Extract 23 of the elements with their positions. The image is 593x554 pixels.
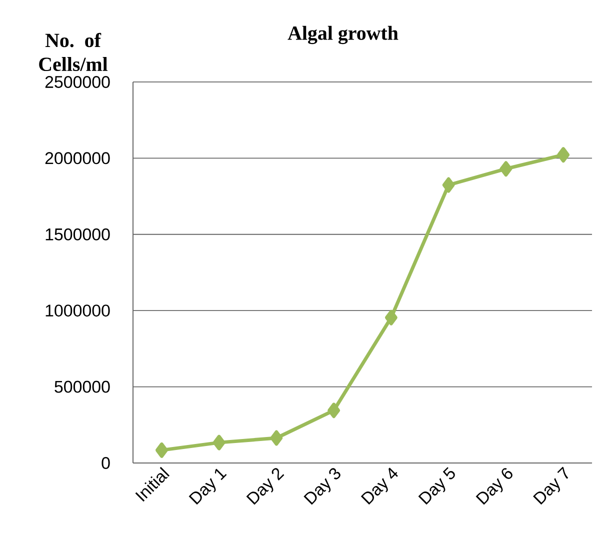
x-tick-label: Day 3 [304, 468, 340, 505]
y-tick-label: 0 [102, 456, 110, 469]
y-tick-label: 500000 [54, 380, 110, 393]
y-tick-label: 1000000 [46, 304, 110, 317]
point [155, 442, 168, 458]
x-tick-label: Day 2 [246, 468, 284, 505]
x-tick-label: Day 4 [360, 468, 398, 505]
y-axis-title: No. of Cells/ml [39, 32, 108, 72]
x-tick-label: Day 7 [533, 466, 568, 505]
y-tick-label: 2500000 [45, 76, 110, 88]
point [270, 430, 283, 446]
chart-title: Algal growth [288, 26, 398, 44]
point [212, 434, 226, 450]
point [442, 177, 455, 193]
point [500, 161, 512, 177]
y-tick-label: 1500000 [46, 228, 110, 240]
x-tick-label: Day 1 [188, 468, 227, 505]
point [557, 147, 570, 163]
x-tick-label: Day 5 [418, 467, 455, 505]
point [384, 310, 398, 326]
x-tick-label: Day 6 [476, 468, 512, 505]
point [328, 402, 340, 418]
y-tick-label: 2000000 [45, 152, 110, 164]
